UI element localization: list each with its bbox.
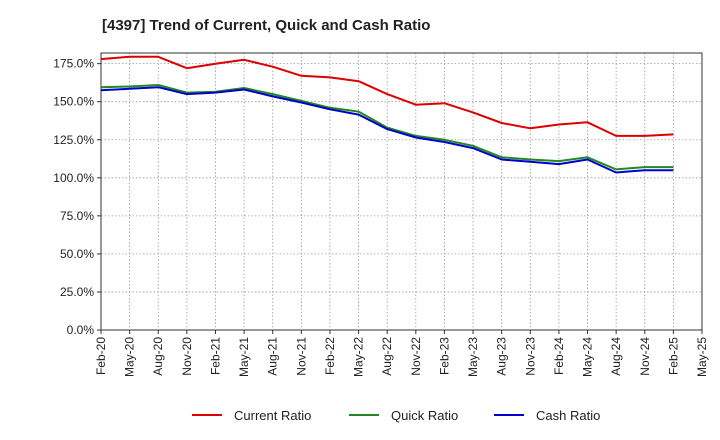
y-tick-labels: 0.0% 25.0% 50.0% 75.0% 100.0% 125.0% 150.0% 175…: [53, 57, 94, 337]
axes: [97, 52, 703, 334]
x-tick-label: May-22: [352, 337, 366, 377]
y-tick-label: 75.0%: [60, 209, 94, 223]
y-tick-label: 175.0%: [53, 57, 94, 71]
x-tick-label: May-25: [695, 337, 709, 377]
x-tick-label: Feb-21: [208, 337, 222, 375]
x-tick-label: Aug-24: [609, 337, 623, 376]
chart-title: [4397] Trend of Current, Quick and Cash …: [102, 17, 430, 34]
x-tick-label: Feb-20: [94, 337, 108, 375]
x-tick-label: Nov-24: [638, 337, 652, 376]
legend: Current Ratio Quick Ratio Cash Ratio: [192, 408, 600, 423]
y-tick-label: 150.0%: [53, 95, 94, 109]
x-tick-label: Feb-24: [552, 337, 566, 375]
y-tick-label: 100.0%: [53, 171, 94, 185]
x-tick-label: Nov-23: [523, 337, 537, 376]
y-tick-label: 50.0%: [60, 247, 94, 261]
series-lines: [100, 55, 674, 174]
plot-frame: [100, 52, 703, 331]
x-tick-label: Nov-21: [294, 337, 308, 376]
grid: [100, 53, 703, 331]
y-tick-label: 0.0%: [67, 323, 95, 337]
legend-label: Current Ratio: [234, 408, 311, 423]
legend-label: Quick Ratio: [391, 408, 458, 423]
x-tick-label: Aug-21: [266, 337, 280, 376]
x-tick-labels: Feb-20 May-20 Aug-20 Nov-20 Feb-21 May-21 Aug-…: [94, 337, 709, 377]
series-line-current-ratio: [100, 55, 674, 137]
x-tick-label: May-21: [237, 337, 251, 377]
x-tick-label: Feb-22: [323, 337, 337, 375]
y-tick-label: 25.0%: [60, 285, 94, 299]
x-tick-label: Feb-25: [666, 337, 680, 375]
x-tick-label: Feb-23: [437, 337, 451, 375]
x-tick-label: Nov-20: [180, 337, 194, 376]
x-tick-label: Nov-22: [409, 337, 423, 376]
x-tick-label: May-24: [581, 337, 595, 377]
x-tick-label: Aug-20: [151, 337, 165, 376]
x-tick-label: May-20: [123, 337, 137, 377]
series-line-quick-ratio: [100, 84, 674, 171]
x-tick-label: Aug-23: [495, 337, 509, 376]
x-tick-label: May-23: [466, 337, 480, 377]
series-line-cash-ratio: [100, 86, 674, 174]
x-tick-label: Aug-22: [380, 337, 394, 376]
legend-label: Cash Ratio: [536, 408, 600, 423]
y-tick-label: 125.0%: [53, 133, 94, 147]
